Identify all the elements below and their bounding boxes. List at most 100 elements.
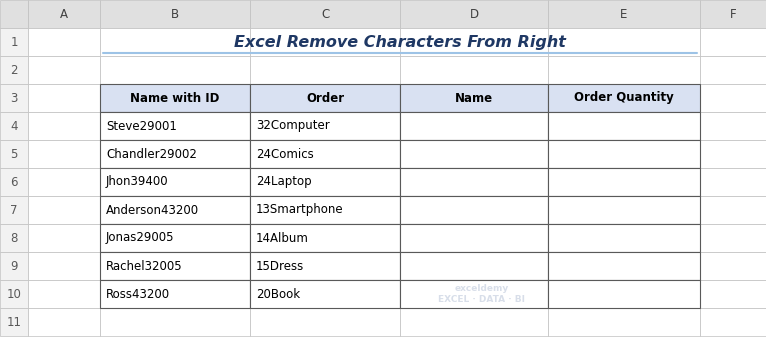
- Bar: [548, 112, 700, 140]
- Bar: [250, 252, 400, 280]
- Bar: [100, 168, 250, 196]
- Text: 24Comics: 24Comics: [256, 147, 314, 161]
- Bar: [400, 140, 548, 168]
- Text: exceldemy
EXCEL · DATA · BI: exceldemy EXCEL · DATA · BI: [438, 284, 525, 304]
- Bar: [700, 224, 766, 252]
- Bar: [548, 84, 700, 112]
- Bar: [250, 112, 400, 140]
- Bar: [400, 196, 548, 224]
- Bar: [548, 252, 700, 280]
- Text: A: A: [60, 8, 68, 20]
- Bar: [400, 56, 548, 84]
- Text: 6: 6: [10, 175, 18, 189]
- Bar: [700, 308, 766, 336]
- Bar: [400, 252, 548, 280]
- Bar: [700, 140, 766, 168]
- Bar: [0, 168, 28, 196]
- Bar: [0, 196, 28, 224]
- Bar: [28, 28, 100, 56]
- Bar: [400, 280, 548, 308]
- Bar: [100, 84, 250, 112]
- Bar: [28, 308, 100, 336]
- Bar: [548, 224, 700, 252]
- Bar: [700, 196, 766, 224]
- Bar: [250, 168, 400, 196]
- Text: 15Dress: 15Dress: [256, 260, 304, 273]
- Bar: [28, 224, 100, 252]
- Bar: [400, 168, 548, 196]
- Bar: [250, 224, 400, 252]
- Bar: [400, 280, 548, 308]
- Bar: [548, 168, 700, 196]
- Bar: [250, 280, 400, 308]
- Bar: [548, 308, 700, 336]
- Text: E: E: [620, 8, 627, 20]
- Bar: [400, 84, 548, 112]
- Text: Order Quantity: Order Quantity: [574, 91, 674, 104]
- Bar: [548, 196, 700, 224]
- Bar: [28, 280, 100, 308]
- Bar: [0, 84, 28, 112]
- Bar: [700, 252, 766, 280]
- Text: 10: 10: [7, 288, 21, 300]
- Text: 2: 2: [10, 64, 18, 76]
- Bar: [400, 196, 548, 224]
- Bar: [250, 28, 400, 56]
- Text: C: C: [321, 8, 329, 20]
- Bar: [548, 84, 700, 112]
- Text: Jonas29005: Jonas29005: [106, 231, 175, 245]
- Bar: [100, 224, 250, 252]
- Text: 20Book: 20Book: [256, 288, 300, 300]
- Bar: [250, 196, 400, 224]
- Text: Anderson43200: Anderson43200: [106, 203, 199, 217]
- Bar: [0, 308, 28, 336]
- Bar: [400, 224, 548, 252]
- Bar: [0, 28, 28, 56]
- Bar: [28, 252, 100, 280]
- Bar: [548, 168, 700, 196]
- Bar: [0, 56, 28, 84]
- Bar: [548, 252, 700, 280]
- Bar: [700, 280, 766, 308]
- Bar: [100, 280, 250, 308]
- Bar: [400, 140, 548, 168]
- Bar: [548, 56, 700, 84]
- Bar: [28, 56, 100, 84]
- Text: 24Laptop: 24Laptop: [256, 175, 312, 189]
- Text: Chandler29002: Chandler29002: [106, 147, 197, 161]
- Bar: [0, 0, 28, 28]
- Bar: [250, 280, 400, 308]
- Text: 3: 3: [10, 91, 18, 104]
- Bar: [100, 112, 250, 140]
- Text: 32Computer: 32Computer: [256, 119, 329, 133]
- Bar: [548, 28, 700, 56]
- Text: Order: Order: [306, 91, 344, 104]
- Bar: [548, 280, 700, 308]
- Text: 9: 9: [10, 260, 18, 273]
- Text: F: F: [730, 8, 736, 20]
- Bar: [0, 112, 28, 140]
- Bar: [548, 140, 700, 168]
- Bar: [100, 0, 250, 28]
- Bar: [700, 84, 766, 112]
- Bar: [400, 112, 548, 140]
- Bar: [548, 0, 700, 28]
- Bar: [548, 112, 700, 140]
- Bar: [700, 56, 766, 84]
- Bar: [250, 224, 400, 252]
- Text: 13Smartphone: 13Smartphone: [256, 203, 344, 217]
- Text: Name: Name: [455, 91, 493, 104]
- Bar: [100, 252, 250, 280]
- Bar: [400, 112, 548, 140]
- Bar: [400, 168, 548, 196]
- Bar: [28, 112, 100, 140]
- Bar: [28, 84, 100, 112]
- Bar: [0, 252, 28, 280]
- Text: 14Album: 14Album: [256, 231, 309, 245]
- Bar: [400, 0, 548, 28]
- Text: 8: 8: [10, 231, 18, 245]
- Bar: [100, 252, 250, 280]
- Bar: [250, 252, 400, 280]
- Bar: [700, 112, 766, 140]
- Bar: [700, 168, 766, 196]
